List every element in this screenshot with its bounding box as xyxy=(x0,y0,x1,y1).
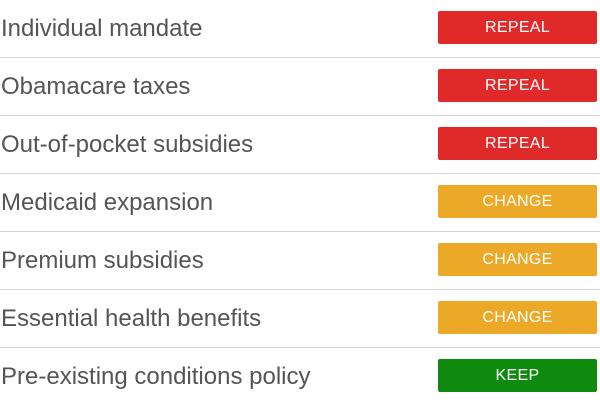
table-row: Essential health benefits CHANGE xyxy=(0,290,600,348)
table-row: Pre-existing conditions policy KEEP xyxy=(0,348,600,406)
table-row: Medicaid expansion CHANGE xyxy=(0,174,600,232)
row-divider xyxy=(0,115,600,116)
policy-name: Out-of-pocket subsidies xyxy=(1,131,254,158)
status-badge: CHANGE xyxy=(438,301,597,334)
table-row: Out-of-pocket subsidies REPEAL xyxy=(0,116,600,174)
status-badge: REPEAL xyxy=(438,69,597,102)
status-badge: CHANGE xyxy=(438,243,597,276)
policy-name: Pre-existing conditions policy xyxy=(1,363,311,390)
row-divider xyxy=(0,57,600,58)
status-badge: CHANGE xyxy=(438,185,597,218)
status-badge: REPEAL xyxy=(438,11,597,44)
policy-name: Medicaid expansion xyxy=(1,189,214,216)
table-row: Premium subsidies CHANGE xyxy=(0,232,600,290)
table-row: Obamacare taxes REPEAL xyxy=(0,58,600,116)
policy-name: Essential health benefits xyxy=(1,305,262,332)
table-row: Individual mandate REPEAL xyxy=(0,0,600,58)
row-divider xyxy=(0,347,600,348)
row-divider xyxy=(0,231,600,232)
row-divider xyxy=(0,289,600,290)
row-divider xyxy=(0,173,600,174)
policy-name: Obamacare taxes xyxy=(1,73,191,100)
policy-name: Individual mandate xyxy=(1,15,203,42)
status-badge: KEEP xyxy=(438,359,597,392)
status-badge: REPEAL xyxy=(438,127,597,160)
policy-name: Premium subsidies xyxy=(1,247,204,274)
